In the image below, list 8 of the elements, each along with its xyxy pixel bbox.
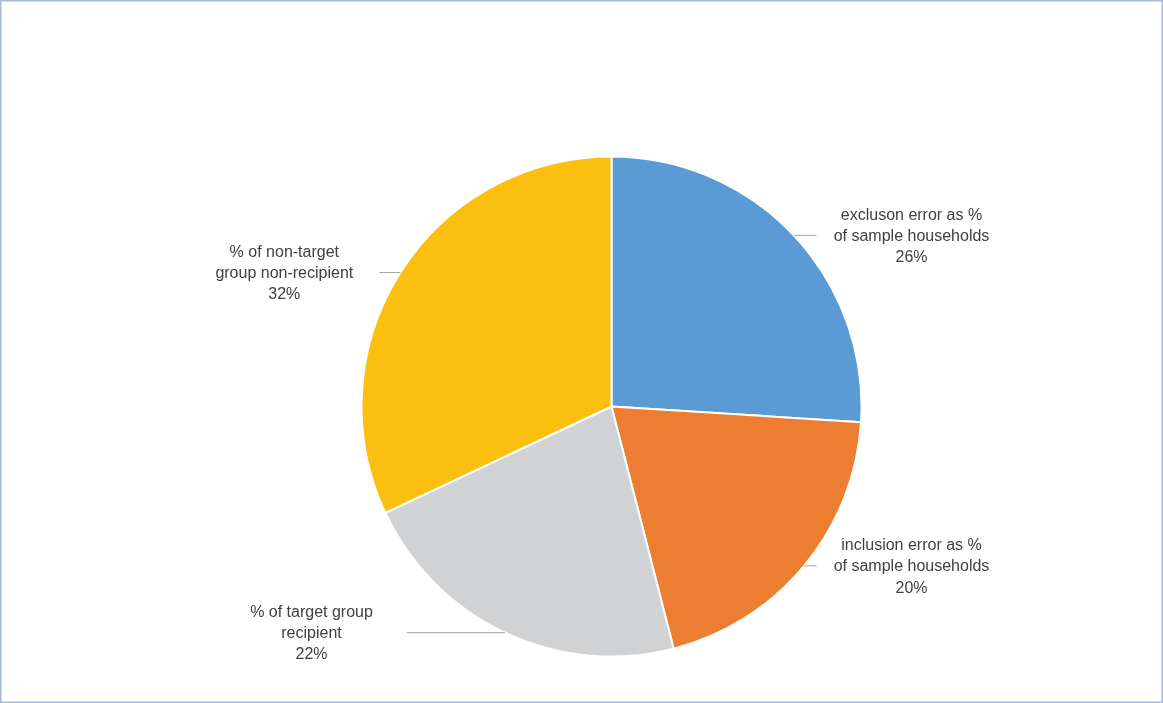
slice-label: % of non-target group non-recipient xyxy=(215,242,354,282)
slice-label: inclusion error as % of sample households xyxy=(833,536,990,575)
data-label: 22% xyxy=(295,645,328,663)
data-label: 20% xyxy=(895,578,928,596)
slice-label: % of target group recipient xyxy=(250,602,373,642)
slice-label: excluson error as % of sample households xyxy=(833,205,990,244)
data-label: 26% xyxy=(895,248,928,266)
data-label: 32% xyxy=(268,285,301,303)
